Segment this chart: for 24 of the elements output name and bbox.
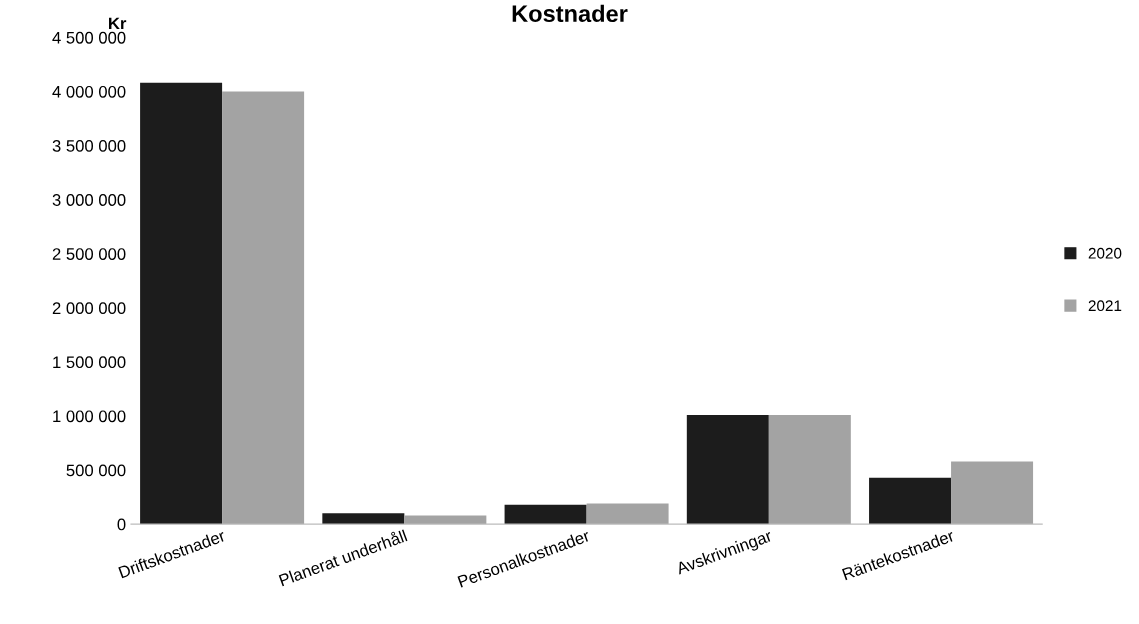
legend-label: 2021 <box>1088 300 1122 312</box>
bar <box>322 513 405 525</box>
y-tick-label: 500 000 <box>66 464 126 477</box>
bar <box>140 82 223 525</box>
y-tick-label: 4 500 000 <box>52 31 126 44</box>
y-tick-label: 2 000 000 <box>52 302 126 315</box>
y-tick-label: 2 500 000 <box>52 248 126 260</box>
y-axis-title: Kr <box>109 17 127 30</box>
bar <box>504 504 587 525</box>
y-tick-label: 4 000 000 <box>52 85 126 98</box>
legend-label: 2020 <box>1088 247 1122 259</box>
bar <box>869 477 952 525</box>
bar <box>951 461 1034 525</box>
y-tick-label: 1 000 000 <box>53 410 126 423</box>
chart-title: Kostnader <box>512 4 628 23</box>
y-tick-label: 3 000 000 <box>52 194 126 206</box>
y-tick-label: 0 <box>117 518 126 531</box>
y-tick-label: 3 500 000 <box>52 140 126 152</box>
y-tick-label: 1 500 000 <box>53 356 126 369</box>
bar <box>586 503 669 525</box>
bar <box>404 515 487 525</box>
bar <box>686 414 769 525</box>
bar <box>768 414 851 525</box>
bar <box>222 91 305 525</box>
